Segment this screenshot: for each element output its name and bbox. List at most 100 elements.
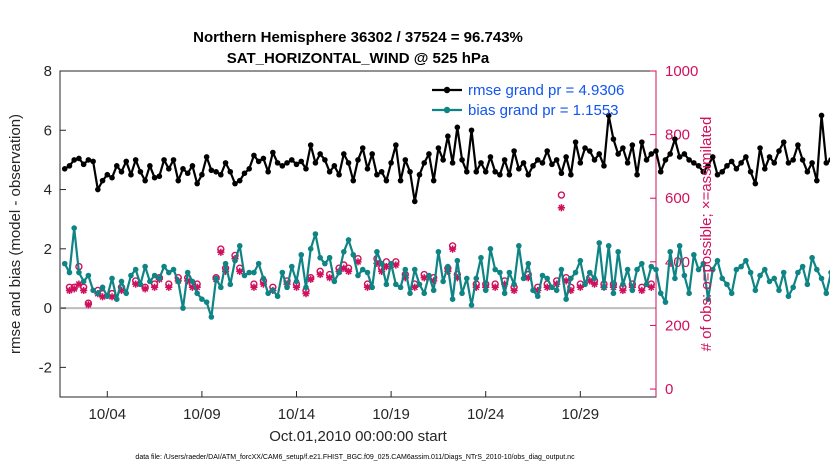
- rmse-point: [128, 171, 134, 178]
- rmse-point: [246, 166, 253, 172]
- bias-point: [274, 293, 281, 300]
- x-tick-label: 10/19: [372, 406, 410, 423]
- rmse-point: [728, 158, 735, 165]
- rmse-point: [288, 157, 295, 163]
- obs-assimilated-point: [472, 283, 480, 291]
- rmse-point: [270, 149, 276, 156]
- rmse-point: [525, 171, 532, 178]
- bias-point: [345, 237, 352, 243]
- bias-point: [397, 284, 404, 291]
- rmse-point: [213, 168, 219, 175]
- rmse-point: [435, 145, 442, 151]
- bias-point: [293, 278, 300, 285]
- bias-point: [814, 266, 820, 273]
- bias-point: [568, 275, 574, 282]
- bias-point: [76, 269, 82, 276]
- rmse-point: [307, 142, 314, 148]
- rmse-point: [549, 161, 555, 168]
- rmse-point: [341, 151, 347, 157]
- bias-point: [454, 257, 461, 264]
- bias-point: [449, 296, 456, 303]
- rmse-point: [506, 171, 513, 178]
- bias-point: [137, 281, 144, 288]
- legend-rmse-label: rmse grand pr = 4.9306: [468, 82, 624, 99]
- bias-point: [468, 302, 475, 308]
- bias-point: [364, 269, 371, 276]
- rmse-point: [795, 142, 801, 148]
- bias-point: [279, 269, 286, 276]
- rmse-point: [355, 157, 361, 163]
- rmse-point: [804, 168, 811, 175]
- y-tick-label: 0: [44, 300, 52, 317]
- bias-point: [142, 263, 148, 270]
- bias-point: [218, 284, 224, 291]
- x-tick-label: 10/09: [183, 406, 221, 423]
- obs-assimilated-point: [557, 204, 565, 212]
- rmse-point: [147, 163, 153, 169]
- rmse-point: [411, 198, 418, 205]
- chart-subtitle: SAT_HORIZONTAL_WIND @ 525 hPa: [227, 50, 490, 67]
- bias-point: [336, 269, 342, 276]
- rmse-point: [747, 168, 754, 175]
- rmse-point: [463, 168, 470, 175]
- rmse-point: [553, 157, 560, 163]
- bias-point: [175, 278, 182, 285]
- bias-point: [582, 281, 588, 288]
- bias-point: [761, 266, 768, 273]
- bias-point: [147, 278, 153, 285]
- rmse-point: [799, 157, 806, 163]
- bias-point: [549, 284, 555, 291]
- bias-point: [539, 272, 546, 279]
- bias-point: [445, 263, 451, 270]
- y-tick-label: -2: [39, 359, 52, 376]
- rmse-point: [284, 160, 290, 166]
- obs-assimilated-point: [165, 283, 173, 291]
- rmse-point: [738, 160, 744, 166]
- obs-assimilated-point: [619, 286, 627, 295]
- obs-assimilated-point: [378, 267, 386, 275]
- bias-point: [615, 248, 621, 255]
- rmse-point: [743, 154, 749, 160]
- bias-point: [790, 284, 796, 291]
- bias-point: [780, 269, 787, 276]
- bias-point: [804, 281, 811, 288]
- bias-point: [85, 272, 92, 279]
- obs-assimilated-point: [373, 259, 381, 268]
- bias-point: [620, 281, 626, 288]
- bias-point: [132, 266, 139, 273]
- rmse-point: [539, 160, 546, 166]
- y-tick-label: 4: [44, 182, 52, 199]
- bias-point: [312, 231, 319, 237]
- bias-point: [331, 278, 338, 285]
- rmse-point: [445, 133, 451, 139]
- bias-point: [378, 260, 385, 267]
- bias-point: [303, 284, 309, 291]
- rmse-point: [66, 163, 73, 169]
- rmse-point: [402, 157, 409, 163]
- obs-assimilated-point: [453, 274, 461, 282]
- rmse-point: [605, 112, 612, 119]
- rmse-point: [544, 148, 551, 154]
- bias-point: [657, 290, 664, 297]
- bias-point: [227, 281, 234, 288]
- obs-assimilated-point: [108, 293, 116, 301]
- obs-assimilated-point: [117, 286, 126, 295]
- bias-point: [189, 278, 196, 285]
- bias-point: [170, 266, 177, 273]
- y-right-tick-label: 0: [665, 381, 673, 398]
- rmse-point: [676, 154, 683, 160]
- rmse-point: [369, 151, 375, 157]
- bias-point: [516, 243, 522, 249]
- obs-assimilated-point: [340, 264, 348, 272]
- bias-point: [99, 284, 106, 291]
- rmse-point: [85, 157, 92, 163]
- bias-point: [823, 290, 830, 297]
- rmse-point: [165, 166, 172, 172]
- rmse-point: [672, 136, 678, 142]
- rmse-point: [359, 145, 366, 151]
- rmse-point: [416, 171, 423, 178]
- rmse-point: [303, 166, 309, 172]
- rmse-point: [378, 168, 385, 175]
- bias-point: [156, 275, 163, 282]
- bias-point: [700, 260, 707, 267]
